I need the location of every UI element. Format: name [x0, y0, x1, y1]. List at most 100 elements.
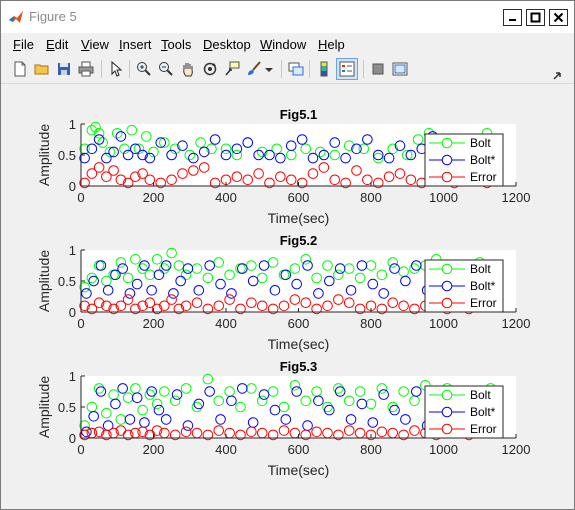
data-point: [343, 395, 355, 407]
dock-figure-icon[interactable]: [552, 69, 564, 81]
minimize-button[interactable]: [503, 9, 522, 26]
data-point: [387, 297, 399, 309]
menu-view[interactable]: View: [81, 37, 109, 52]
x-tick-label: 200: [143, 190, 165, 205]
legend[interactable]: Bolt Bolt* Error: [424, 133, 504, 187]
data-point: [151, 303, 163, 315]
new-figure-button[interactable]: [9, 58, 31, 80]
edit-plot-button[interactable]: [105, 58, 127, 80]
data-point: [376, 303, 388, 315]
y-tick-label: 0.5: [58, 400, 76, 415]
zoom-in-button[interactable]: [133, 58, 155, 80]
hide-plot-tools-button[interactable]: [367, 58, 389, 80]
legend-entry: Error: [429, 170, 497, 184]
data-point: [343, 297, 355, 309]
legend[interactable]: Bolt Bolt* Error: [424, 259, 504, 313]
data-cursor-icon: [225, 61, 240, 76]
data-point: [93, 426, 105, 438]
show-plot-tools-button[interactable]: [389, 58, 411, 80]
close-button[interactable]: [549, 9, 568, 26]
data-point: [340, 152, 351, 164]
legend-label: Bolt*: [470, 279, 496, 293]
data-point: [343, 140, 355, 151]
legend-label: Bolt*: [470, 405, 496, 419]
menu-tools[interactable]: Tools: [161, 37, 192, 52]
data-point: [146, 285, 157, 296]
data-point: [86, 143, 98, 155]
menu-file[interactable]: File: [13, 37, 34, 52]
pan-button[interactable]: [177, 58, 199, 80]
data-point: [313, 395, 324, 407]
y-tick-label: 0.5: [58, 148, 76, 163]
data-point: [333, 429, 344, 441]
data-point: [311, 272, 322, 284]
legend-label: Bolt: [470, 388, 491, 402]
maximize-button[interactable]: [526, 9, 545, 26]
data-point: [213, 300, 225, 312]
data-point: [278, 300, 290, 312]
data-point: [102, 285, 114, 296]
data-point: [220, 149, 232, 161]
data-point: [269, 285, 281, 296]
data-point: [411, 386, 422, 397]
data-point: [180, 269, 192, 281]
data-point: [405, 174, 417, 186]
new-figure-icon: [14, 61, 26, 77]
x-tick-label: 1000: [429, 316, 458, 331]
print-button[interactable]: [75, 58, 97, 80]
data-point: [235, 303, 246, 315]
data-point: [409, 425, 420, 436]
data-point: [311, 303, 322, 315]
rotate-3d-button[interactable]: [199, 58, 221, 80]
data-point: [171, 389, 183, 400]
subplot-2[interactable]: 0 200 400 600 800 1000 1200 0 0.5 1 Fig5.2 Time(sec…: [36, 233, 530, 352]
close-icon: [553, 12, 564, 23]
data-point: [343, 263, 355, 274]
menu-help[interactable]: Help: [318, 37, 345, 52]
data-point: [356, 260, 368, 271]
subplot-title: Fig5.1: [280, 107, 318, 122]
data-point: [101, 300, 112, 312]
data-point: [291, 278, 302, 290]
data-cursor-button[interactable]: [221, 58, 243, 80]
y-tick-label: 1: [69, 243, 76, 258]
data-point: [115, 300, 127, 312]
data-point: [122, 294, 134, 305]
brush-dropdown-button[interactable]: [263, 58, 277, 80]
x-tick-label: 1200: [502, 316, 531, 331]
colorbar-button[interactable]: [313, 58, 335, 80]
data-point: [235, 401, 246, 413]
data-point: [275, 152, 286, 164]
data-point: [383, 152, 395, 164]
data-point: [93, 162, 105, 173]
menu-desktop[interactable]: Desktop: [203, 37, 251, 52]
data-point: [177, 140, 188, 151]
data-point: [79, 300, 90, 312]
menu-window[interactable]: Window: [260, 37, 307, 52]
menu-edit[interactable]: Edit: [46, 37, 69, 52]
data-point: [307, 168, 319, 179]
legend[interactable]: Bolt Bolt* Error: [424, 385, 504, 439]
save-button[interactable]: [53, 58, 75, 80]
legend-label: Error: [470, 422, 497, 436]
data-point: [117, 383, 128, 394]
data-point: [213, 395, 225, 407]
subplot-1[interactable]: 0 200 400 600 800 1000 1200 0 0.5 1 Fig5.1 Time(sec…: [36, 107, 530, 226]
subplot-3[interactable]: 0 200 400 600 800 1000 1200 0 0.5 1 Fig5.3 Time(sec…: [36, 359, 530, 478]
x-axis-label: Time(sec): [268, 336, 330, 352]
legend-entry: Bolt: [429, 136, 491, 150]
legend-button[interactable]: [336, 58, 358, 80]
brush-button[interactable]: [243, 58, 265, 80]
data-point: [376, 426, 388, 438]
zoom-out-button[interactable]: [155, 58, 177, 80]
data-point: [198, 146, 210, 158]
data-point: [198, 162, 210, 173]
data-point: [343, 425, 355, 436]
data-point: [108, 165, 119, 176]
open-file-button[interactable]: [31, 58, 53, 80]
menu-insert[interactable]: Insert: [119, 37, 152, 52]
link-plot-button[interactable]: [285, 58, 307, 80]
data-point: [104, 146, 116, 158]
data-point: [130, 253, 141, 265]
